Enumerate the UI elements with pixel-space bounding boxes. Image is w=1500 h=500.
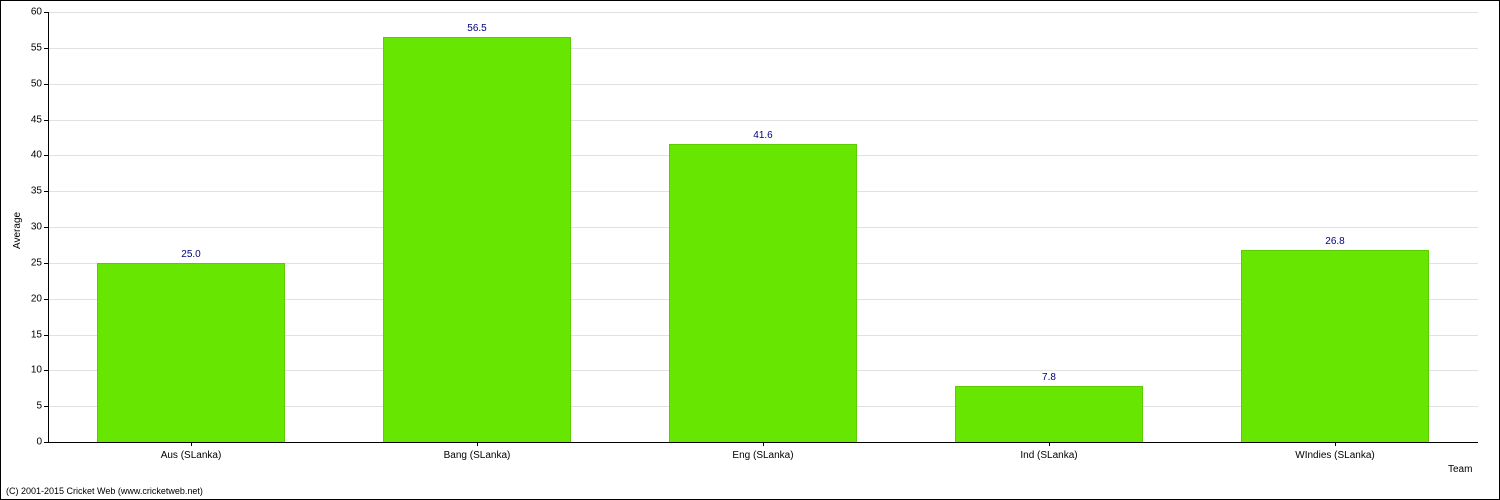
y-tick-label: 20 (16, 293, 42, 304)
x-category-label: Aus (SLanka) (161, 450, 222, 461)
y-tick-label: 60 (16, 7, 42, 18)
x-category-label: Bang (SLanka) (444, 450, 511, 461)
gridline (48, 120, 1478, 121)
y-tick-label: 15 (16, 329, 42, 340)
bar (97, 263, 286, 442)
gridline (48, 84, 1478, 85)
x-axis (48, 442, 1478, 443)
copyright-text: (C) 2001-2015 Cricket Web (www.cricketwe… (6, 486, 203, 496)
y-tick-label: 45 (16, 114, 42, 125)
y-tick-label: 0 (16, 437, 42, 448)
y-axis-label: Average (12, 212, 23, 249)
y-tick-label: 25 (16, 257, 42, 268)
y-tick-label: 35 (16, 186, 42, 197)
bar-value-label: 25.0 (181, 249, 200, 260)
bar-value-label: 56.5 (467, 23, 486, 34)
gridline (48, 48, 1478, 49)
gridline (48, 12, 1478, 13)
y-tick-label: 10 (16, 365, 42, 376)
bar-value-label: 41.6 (753, 130, 772, 141)
x-axis-label: Team (1448, 464, 1472, 475)
y-tick-label: 55 (16, 42, 42, 53)
y-tick-label: 40 (16, 150, 42, 161)
y-tick-label: 5 (16, 401, 42, 412)
bar (955, 386, 1144, 442)
y-axis (48, 12, 49, 442)
bar (383, 37, 572, 442)
x-category-label: Ind (SLanka) (1020, 450, 1077, 461)
plot-area: 05101520253035404550556025.0Aus (SLanka)… (48, 12, 1478, 442)
bar (1241, 250, 1430, 442)
bar-value-label: 26.8 (1325, 236, 1344, 247)
x-category-label: WIndies (SLanka) (1295, 450, 1374, 461)
bar-value-label: 7.8 (1042, 372, 1056, 383)
y-tick-label: 50 (16, 78, 42, 89)
bar (669, 144, 858, 442)
x-category-label: Eng (SLanka) (732, 450, 793, 461)
